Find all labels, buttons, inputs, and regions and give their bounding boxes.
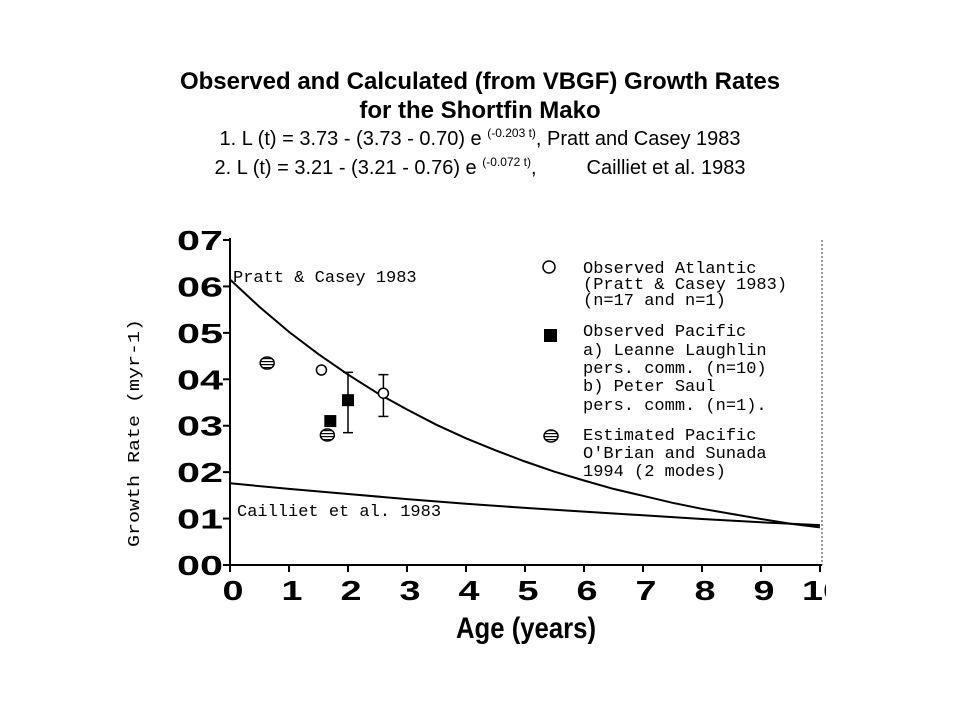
x-tick-label: 9 xyxy=(754,575,775,606)
cailliet-et-al-1983-curve xyxy=(229,482,821,527)
curve-label-pratt-casey: Pratt & Casey 1983 xyxy=(233,269,417,288)
x-axis-tick-labels: 0 1 2 3 4 5 6 7 8 9 10 xyxy=(223,575,844,606)
legend-detail: a) Leanne Laughlin xyxy=(583,342,767,361)
x-tick-label: 6 xyxy=(577,575,598,606)
observed-pacific-points xyxy=(324,371,354,434)
y-tick-label: 00 xyxy=(177,550,223,581)
x-tick-label: 1 xyxy=(282,575,303,606)
x-axis-ticks xyxy=(229,565,821,572)
legend-label: Observed Pacific xyxy=(583,323,746,342)
x-tick-label: 8 xyxy=(695,575,716,606)
legend: Observed Atlantic (Pratt & Casey 1983) (… xyxy=(542,260,787,482)
y-tick-label: 01 xyxy=(177,504,223,535)
observed-atlantic-points xyxy=(315,364,390,418)
open-circle-marker xyxy=(315,364,328,376)
filled-square-marker xyxy=(324,415,337,428)
chart-title-line-1: Observed and Calculated (from VBGF) Grow… xyxy=(179,68,781,95)
legend-detail: (Pratt & Casey 1983) xyxy=(583,276,787,295)
equation-text: 1. L (t) = 3.73 - (3.73 - 0.70) e xyxy=(219,128,488,150)
equation-comma: , xyxy=(530,157,537,179)
chart-title-line-2: for the Shortfin Mako xyxy=(359,97,601,124)
chart-title-block: Observed and Calculated (from VBGF) Grow… xyxy=(0,67,960,183)
legend-label: Observed Atlantic xyxy=(583,260,756,279)
y-tick-label: 06 xyxy=(177,271,223,302)
open-circle-marker xyxy=(377,387,390,399)
y-tick-label: 02 xyxy=(177,457,223,488)
equation-citation: , Pratt and Casey 1983 xyxy=(535,128,741,150)
equation-text: 2. L (t) = 3.21 - (3.21 - 0.76) e xyxy=(214,157,483,179)
y-axis-ticks: 00 01 02 03 04 05 06 07 xyxy=(177,225,230,581)
x-axis-title: Age (years) xyxy=(456,612,596,645)
striped-circle-marker xyxy=(319,428,336,442)
legend-detail: O'Brian and Sunada xyxy=(583,445,767,464)
equation-cailliet: 2. L (t) = 3.21 - (3.21 - 0.76) e (-0.07… xyxy=(0,154,960,183)
legend-detail: (n=17 and n=1) xyxy=(583,292,726,311)
estimated-pacific-points xyxy=(259,356,336,442)
x-tick-label: 10 xyxy=(802,575,844,606)
legend-striped-circle-icon xyxy=(543,429,559,443)
legend-entry-observed-atlantic: Observed Atlantic (Pratt & Casey 1983) (… xyxy=(542,260,787,311)
legend-detail: 1994 (2 modes) xyxy=(583,463,726,482)
pratt-casey-1983-curve xyxy=(229,278,821,529)
legend-filled-square-icon xyxy=(544,329,557,342)
legend-label: Estimated Pacific xyxy=(583,427,756,446)
y-tick-label: 03 xyxy=(177,411,223,442)
equation-citation: Cailliet et al. 1983 xyxy=(586,157,746,179)
equation-pratt-casey: 1. L (t) = 3.73 - (3.73 - 0.70) e (-0.20… xyxy=(0,125,960,154)
legend-detail: b) Peter Saul xyxy=(583,378,716,397)
legend-entry-estimated-pacific: Estimated Pacific O'Brian and Sunada 199… xyxy=(543,427,767,482)
data-points xyxy=(259,356,390,442)
curves xyxy=(229,278,821,529)
legend-open-circle-icon xyxy=(542,260,556,274)
filled-square-marker xyxy=(342,394,354,407)
x-tick-label: 5 xyxy=(518,575,539,606)
x-tick-label: 4 xyxy=(459,575,481,606)
x-tick-label: 2 xyxy=(341,575,362,606)
x-tick-label: 0 xyxy=(223,575,244,606)
curve-label-cailliet: Cailliet et al. 1983 xyxy=(237,503,441,522)
legend-detail: pers. comm. (n=1). xyxy=(583,397,767,416)
x-tick-label: 3 xyxy=(400,575,421,606)
y-tick-label: 05 xyxy=(177,318,223,349)
legend-entry-observed-pacific: Observed Pacific a) Leanne Laughlin pers… xyxy=(544,323,767,416)
equation-exponent: (-0.072 t) xyxy=(482,155,531,169)
x-tick-label: 7 xyxy=(636,575,657,606)
y-tick-label: 04 xyxy=(177,364,224,395)
equation-exponent: (-0.203 t) xyxy=(487,126,536,140)
striped-circle-marker xyxy=(259,356,275,370)
y-axis-title: Growth Rate (myr-1) xyxy=(126,319,145,547)
y-tick-label: 07 xyxy=(177,225,223,256)
legend-detail: pers. comm. (n=10) xyxy=(583,360,767,379)
